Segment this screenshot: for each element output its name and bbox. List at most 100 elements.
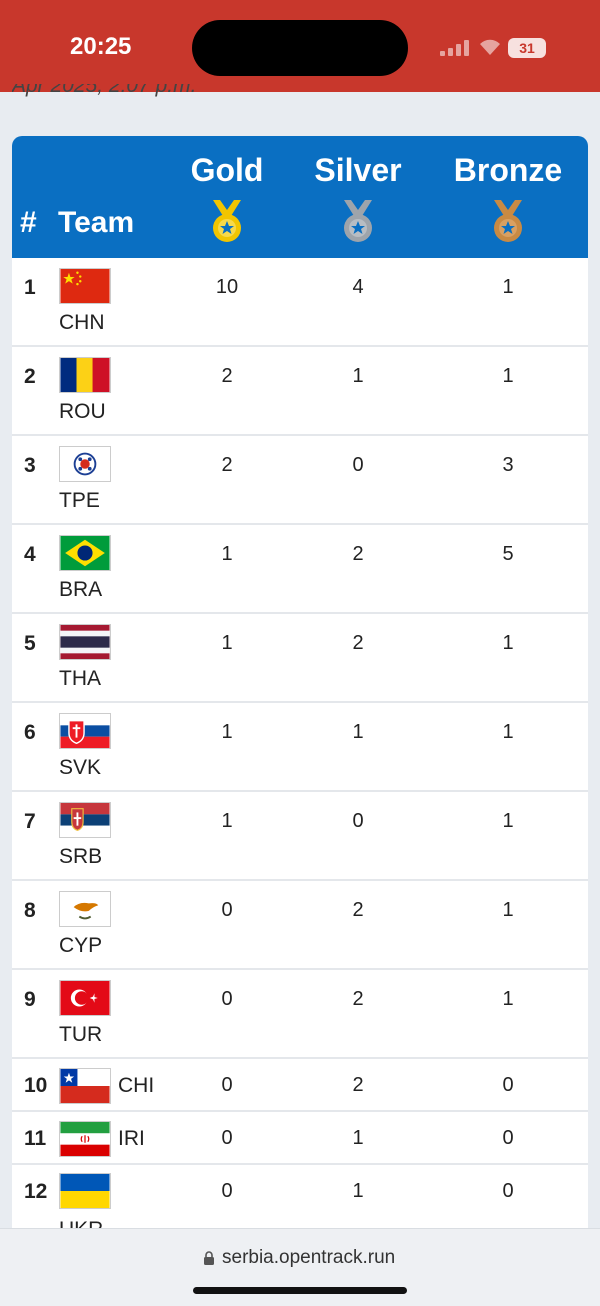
date-line-text: Apr 2025, 2:07 p.m. [12, 84, 197, 97]
rank-cell: 12 [24, 1180, 48, 1203]
bronze-count: 1 [502, 899, 514, 921]
table-row[interactable]: 7 SRB 1 0 1 [12, 792, 588, 881]
gold-count: 0 [221, 1127, 233, 1149]
china-flag-icon [59, 268, 111, 304]
silver-count: 2 [352, 988, 364, 1010]
table-header: # Team Gold Silver Bronze [12, 136, 588, 258]
bronze-count: 1 [502, 276, 514, 298]
bronze-count: 1 [502, 632, 514, 654]
bronze-count: 0 [502, 1074, 514, 1096]
rank-cell: 1 [24, 276, 36, 299]
date-line: Apr 2025, 2:07 p.m. [12, 84, 412, 106]
gold-count: 1 [221, 543, 233, 565]
table-row[interactable]: 5 THA 1 2 1 [12, 614, 588, 703]
status-bar: 20:25 31 [0, 0, 600, 92]
battery-icon: 31 [508, 38, 546, 58]
chinese-taipei-flag-icon [59, 446, 111, 482]
table-row[interactable]: 10 CHI 0 2 0 [12, 1059, 588, 1112]
home-indicator[interactable] [193, 1287, 407, 1294]
wifi-icon [480, 39, 500, 55]
silver-count: 1 [352, 365, 364, 387]
rank-cell: 5 [24, 632, 36, 655]
gold-count: 0 [221, 1180, 233, 1202]
brazil-flag-icon [59, 535, 111, 571]
table-row[interactable]: 6 SVK 1 1 1 [12, 703, 588, 792]
team-code[interactable]: CHN [59, 311, 105, 334]
table-row[interactable]: 11 IRI 0 1 0 [12, 1112, 588, 1165]
thailand-flag-icon [59, 624, 111, 660]
team-code[interactable]: SRB [59, 845, 103, 868]
serbia-flag-icon [59, 802, 111, 838]
silver-count: 0 [352, 810, 364, 832]
gold-count: 1 [221, 632, 233, 654]
bronze-count: 3 [502, 454, 514, 476]
rank-cell: 2 [24, 365, 36, 388]
table-row[interactable]: 9 TUR 0 2 1 [12, 970, 588, 1059]
header-bronze: Bronze [453, 152, 563, 188]
iran-flag-icon [59, 1121, 111, 1157]
team-code[interactable]: SVK [59, 756, 102, 779]
team-code[interactable]: CYP [59, 934, 103, 957]
team-code[interactable]: IRI [118, 1127, 145, 1150]
ukraine-flag-icon [59, 1173, 111, 1209]
table-row[interactable]: 12 UKR 0 1 0 [12, 1165, 588, 1228]
team-code[interactable]: THA [59, 667, 101, 690]
cyprus-flag-icon [59, 891, 111, 927]
bronze-count: 0 [502, 1127, 514, 1149]
silver-count: 2 [352, 1074, 364, 1096]
team-code[interactable]: UKR [59, 1218, 103, 1228]
silver-count: 4 [352, 276, 364, 298]
bronze-count: 0 [502, 1180, 514, 1202]
team-code[interactable]: BRA [59, 578, 103, 601]
header-silver: Silver [314, 152, 402, 188]
rank-cell: 9 [24, 988, 36, 1011]
signal-icon [440, 40, 469, 56]
gold-count: 1 [221, 721, 233, 743]
gold-count: 0 [221, 899, 233, 921]
rank-cell: 11 [24, 1127, 47, 1150]
medal-table: # Team Gold Silver Bronze 1 [12, 136, 588, 1228]
silver-count: 1 [352, 721, 364, 743]
bronze-count: 1 [502, 365, 514, 387]
rank-cell: 4 [24, 543, 36, 566]
team-code[interactable]: TUR [59, 1023, 103, 1046]
url-text[interactable]: serbia.opentrack.run [222, 1247, 396, 1268]
gold-medal-icon [213, 200, 241, 242]
bronze-count: 1 [502, 988, 514, 1010]
gold-count: 10 [215, 276, 239, 298]
romania-flag-icon [59, 357, 111, 393]
lock-icon [204, 1251, 214, 1265]
table-row[interactable]: 3 TPE 2 0 3 [12, 436, 588, 525]
gold-count: 2 [221, 365, 233, 387]
slovakia-flag-icon [59, 713, 111, 749]
silver-count: 2 [352, 543, 364, 565]
status-time: 20:25 [70, 33, 132, 60]
status-icons: 31 [440, 36, 550, 60]
rank-cell: 10 [24, 1074, 48, 1097]
team-code[interactable]: CHI [118, 1074, 155, 1097]
table-row[interactable]: 2 ROU 2 1 1 [12, 347, 588, 436]
browser-address-bar[interactable]: serbia.opentrack.run [0, 1228, 600, 1306]
rank-cell: 8 [24, 899, 36, 922]
silver-medal-icon [344, 200, 372, 242]
rank-cell: 6 [24, 721, 36, 744]
table-row[interactable]: 1 CHN 10 4 1 [12, 258, 588, 347]
bronze-medal-icon [494, 200, 522, 242]
silver-count: 1 [352, 1127, 364, 1149]
gold-count: 1 [221, 810, 233, 832]
team-code[interactable]: TPE [59, 489, 100, 512]
team-code[interactable]: ROU [59, 400, 106, 423]
silver-count: 2 [352, 632, 364, 654]
table-row[interactable]: 4 BRA 1 2 5 [12, 525, 588, 614]
gold-count: 0 [221, 988, 233, 1010]
silver-count: 0 [352, 454, 364, 476]
bronze-count: 5 [502, 543, 514, 565]
gold-count: 0 [221, 1074, 233, 1096]
dynamic-island [192, 20, 408, 76]
rank-cell: 3 [24, 454, 36, 477]
chile-flag-icon [59, 1068, 111, 1104]
silver-count: 1 [352, 1180, 364, 1202]
table-row[interactable]: 8 CYP 0 2 1 [12, 881, 588, 970]
bronze-count: 1 [502, 721, 514, 743]
turkey-flag-icon [59, 980, 111, 1016]
